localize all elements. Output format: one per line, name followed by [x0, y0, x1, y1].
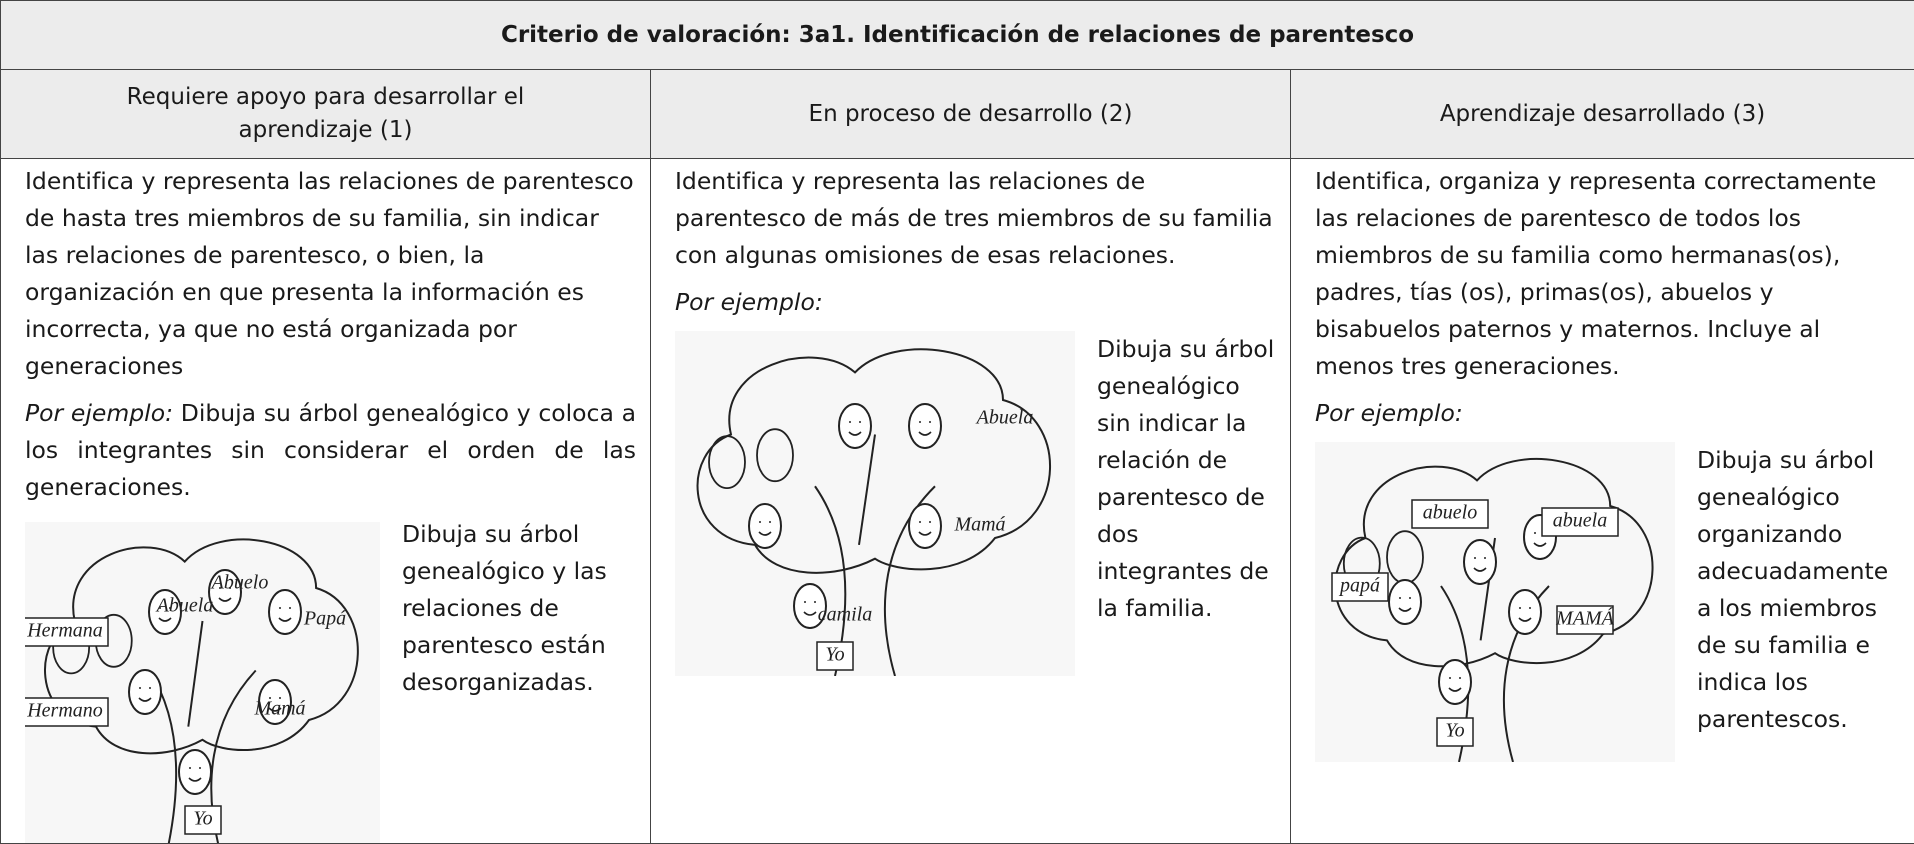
face [1473, 557, 1487, 572]
face [188, 767, 202, 782]
column-header: Aprendizaje desarrollado (3) [1289, 69, 1914, 159]
family-tree-drawing: abuelo abuela papá MAMÁ Yo [1315, 442, 1675, 762]
drawing-label: Mamá [953, 514, 1005, 536]
face [918, 521, 932, 536]
drawing-label: abuelo [1423, 502, 1477, 524]
description: Identifica, organiza y representa correc… [1315, 167, 1877, 380]
label-box [1436, 717, 1474, 747]
example: Por ejemplo: Dibuja su árbol genealógico… [25, 395, 636, 506]
face [138, 687, 152, 702]
label-box [25, 617, 109, 647]
face-oval [793, 583, 827, 629]
drawing-label: Abuela [155, 595, 214, 617]
drawing-label: papá [1338, 575, 1380, 597]
drawing-label: abuela [1553, 510, 1607, 532]
description: Identifica y representa las relaciones d… [25, 167, 634, 380]
face [803, 601, 817, 616]
empty-oval [756, 428, 794, 483]
face-oval [748, 503, 782, 549]
face [1518, 607, 1532, 622]
face-oval [128, 669, 162, 715]
drawing-label: Papá [303, 608, 346, 630]
empty-oval [708, 435, 746, 490]
face-oval [1388, 579, 1422, 625]
cell-content: Identifica, organiza y representa correc… [1315, 163, 1900, 843]
drawing-label: MAMÁ [1555, 607, 1615, 630]
face [848, 421, 862, 436]
drawing-label: Hermana [26, 620, 103, 642]
label-box [1331, 572, 1389, 602]
label-box [1411, 499, 1489, 529]
description: Identifica y representa las relaciones d… [675, 167, 1273, 269]
face-oval [838, 403, 872, 449]
face [278, 607, 292, 622]
drawing-label: Yo [193, 808, 212, 830]
drawing-label: Abuelo [210, 572, 269, 594]
label-box [816, 641, 854, 671]
tree-canopy [696, 348, 1051, 574]
drawing-label: Yo [1445, 720, 1464, 742]
example-label: Por ejemplo: [675, 288, 823, 316]
face-oval [148, 589, 182, 635]
table-title: Criterio de valoración: 3a1. Identificac… [0, 0, 1914, 70]
column-header: Requiere apoyo para desarrollar el apren… [0, 69, 651, 159]
example-label: Por ejemplo: [25, 399, 173, 427]
label-box [184, 805, 222, 835]
face-oval [1508, 589, 1542, 635]
example: Por ejemplo: [1315, 395, 1900, 432]
column-header: En proceso de desarrollo (2) [650, 69, 1291, 159]
body-row: Identifica y representa las relaciones d… [0, 158, 1914, 844]
example: Por ejemplo: [675, 284, 1276, 321]
face [158, 607, 172, 622]
drawing-label: Abuela [975, 407, 1034, 429]
rubric-cell: Identifica y representa las relaciones d… [0, 158, 651, 844]
drawing-label: Hermano [26, 700, 103, 722]
face [918, 421, 932, 436]
face-oval [1463, 539, 1497, 585]
image-caption: Dibuja su árbol genealógico organizando … [1697, 446, 1889, 733]
drawing-label: Mamá [253, 698, 305, 720]
image-caption: Dibuja su árbol genealógico y las relaci… [402, 520, 607, 696]
label-box [1541, 507, 1619, 537]
face-oval [208, 569, 242, 615]
tree-trunk [814, 434, 936, 676]
empty-oval [1386, 530, 1424, 585]
label-box [1556, 605, 1614, 635]
example-label: Por ejemplo: [1315, 399, 1463, 427]
label-box [25, 697, 109, 727]
face [268, 697, 282, 712]
face [1398, 597, 1412, 612]
face-oval [1438, 659, 1472, 705]
rubric-cell: Identifica y representa las relaciones d… [650, 158, 1291, 844]
face-oval [258, 679, 292, 725]
face-oval [908, 503, 942, 549]
face-oval [178, 749, 212, 795]
cell-content: Identifica y representa las relaciones d… [25, 163, 636, 843]
face [758, 521, 772, 536]
drawing-label: Yo [825, 644, 844, 666]
example-text: Dibuja su árbol genealógico y coloca a l… [25, 399, 636, 501]
family-tree-drawing: Abuela Mamá camila Yo [675, 331, 1075, 676]
face [1448, 677, 1462, 692]
rubric-cell: Identifica, organiza y representa correc… [1289, 158, 1914, 844]
cell-content: Identifica y representa las relaciones d… [675, 163, 1276, 843]
face-oval [908, 403, 942, 449]
face-oval [268, 589, 302, 635]
face [218, 587, 232, 602]
image-caption: Dibuja su árbol genealógico sin indicar … [1097, 335, 1275, 622]
drawing-label: camila [818, 604, 872, 626]
